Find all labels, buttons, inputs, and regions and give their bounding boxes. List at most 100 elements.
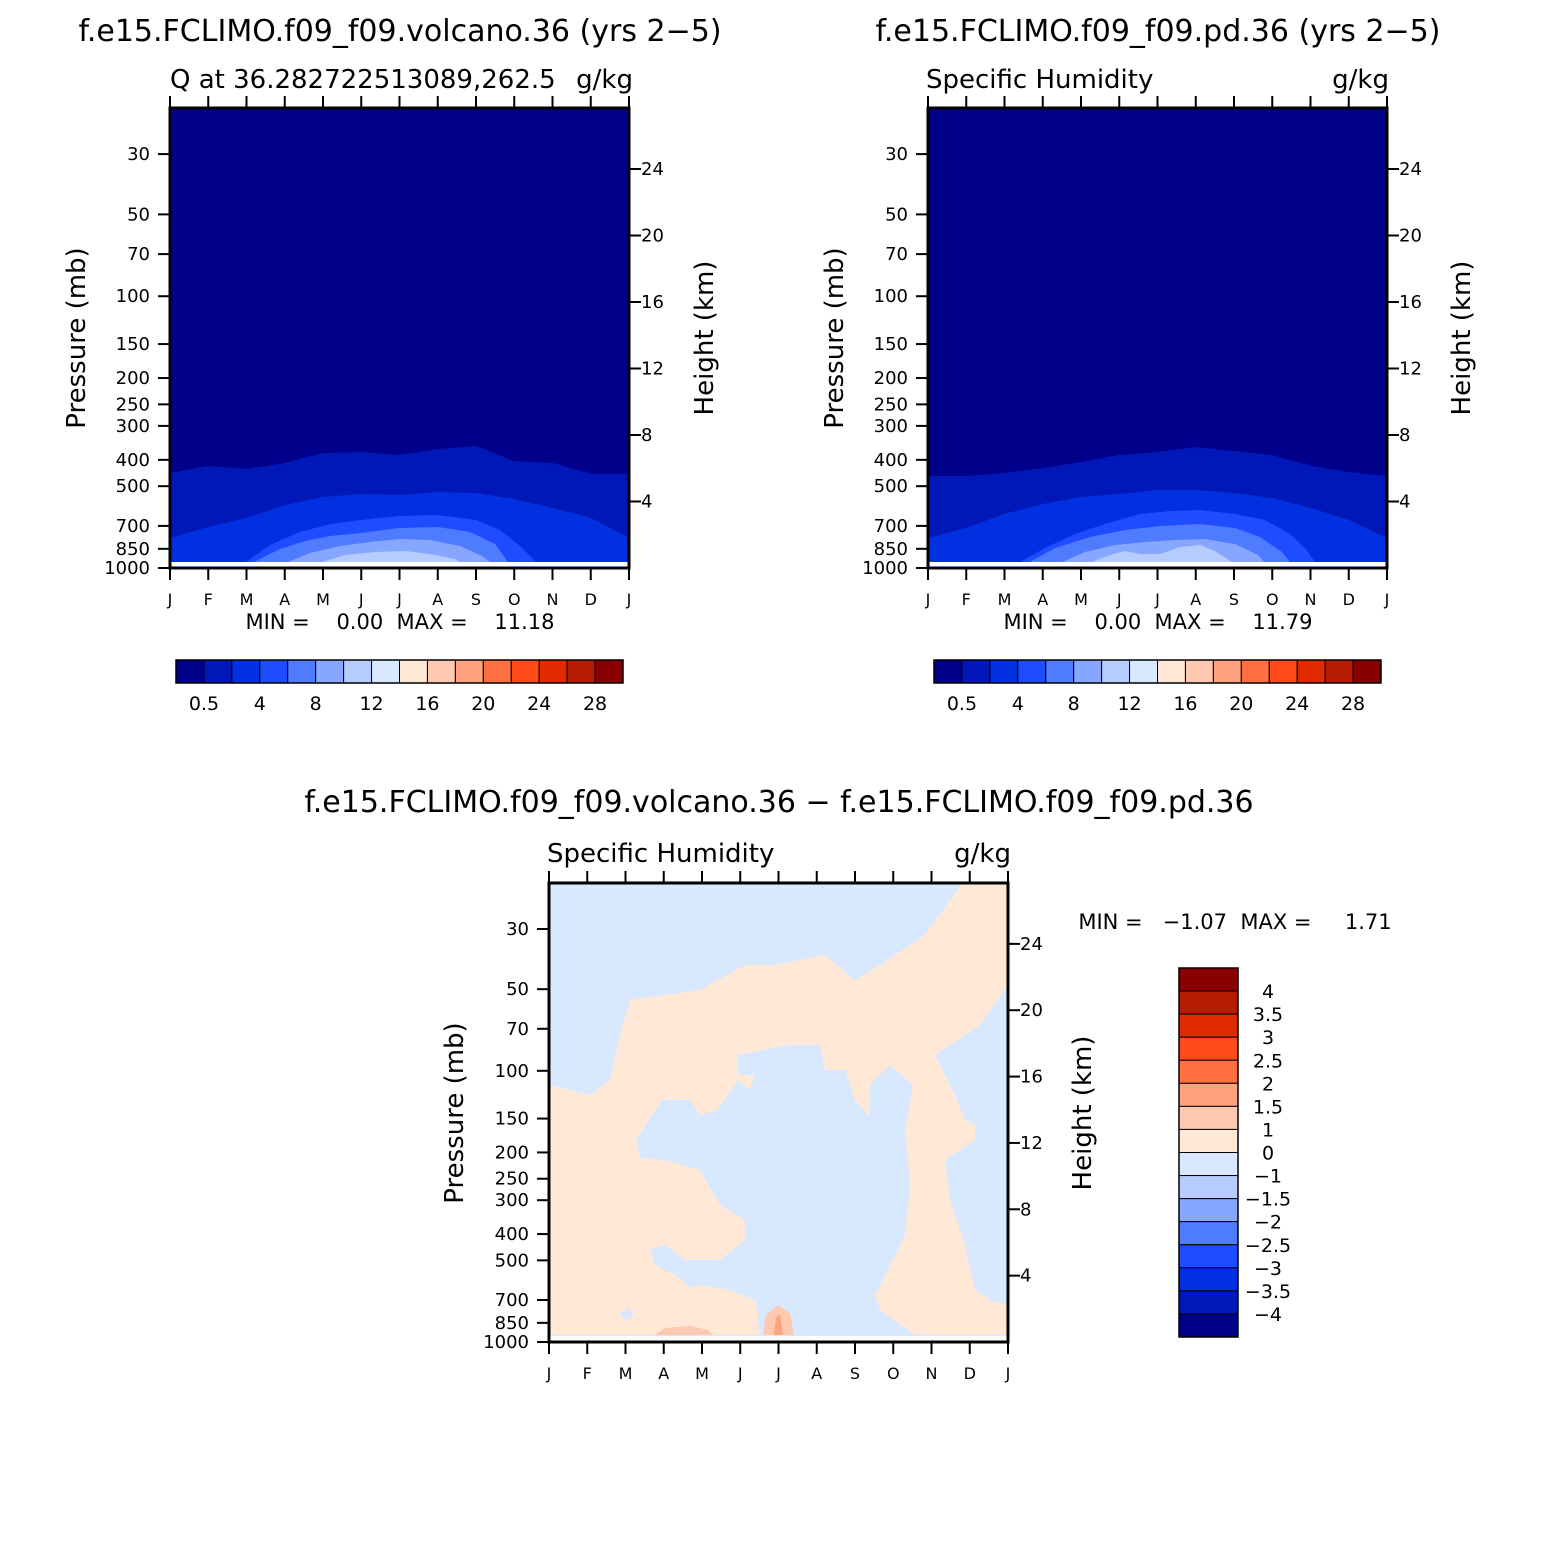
- colorbar-label: 0.5: [947, 693, 977, 715]
- panel-diff-left-label: Specific Humidity: [547, 839, 774, 869]
- colorbar-swatch: [594, 659, 624, 684]
- panel-pd-stats: MIN = 0.00 MAX = 11.79: [1003, 610, 1312, 634]
- pressure-tick-label: 30: [506, 919, 529, 940]
- surface-band: [928, 562, 1387, 568]
- colorbar-label: 16: [415, 693, 439, 715]
- colorbar-swatch: [1101, 659, 1131, 684]
- pressure-tick-label: 1000: [104, 558, 150, 579]
- month-tick-label: S: [471, 590, 481, 609]
- pressure-tick-label: 100: [116, 286, 150, 307]
- height-tick-label: 8: [641, 425, 652, 446]
- colorbar-swatch: [989, 659, 1019, 684]
- month-tick-label: M: [695, 1364, 709, 1383]
- panel-diff-right-label: g/kg: [954, 839, 1011, 869]
- colorbar-swatch: [1129, 659, 1158, 684]
- colorbar-label: −4: [1254, 1304, 1282, 1326]
- colorbar-label: 3.5: [1253, 1004, 1283, 1026]
- colorbar-swatch: [510, 659, 540, 684]
- title-pd: f.e15.FCLIMO.f09_f09.pd.36 (yrs 2−5): [876, 14, 1441, 49]
- colorbar-swatch: [1324, 659, 1354, 684]
- panel-diff-height-ticks: 24 20 16 12 8 4: [1008, 934, 1043, 1287]
- panel-volcano-stats: MIN = 0.00 MAX = 11.18: [245, 610, 554, 634]
- colorbar-swatch: [1178, 967, 1239, 992]
- month-tick-label: A: [432, 590, 443, 609]
- colorbar-label: 4: [254, 693, 266, 715]
- colorbar-label: −1.5: [1245, 1189, 1291, 1211]
- month-tick-label: A: [1037, 590, 1048, 609]
- colorbar-swatch: [1178, 1221, 1239, 1246]
- colorbar-volcano: 0.5 4 8 12 16 20 24 28: [175, 659, 624, 715]
- month-tick-label: J: [737, 1364, 743, 1383]
- colorbar-label: −1: [1254, 1166, 1282, 1188]
- pressure-tick-label: 150: [495, 1109, 529, 1130]
- colorbar-frame: [175, 659, 624, 684]
- month-tick-label: J: [1005, 1364, 1011, 1383]
- pressure-tick-label: 70: [885, 244, 908, 265]
- colorbar-label: 20: [1229, 693, 1253, 715]
- colorbar-label: 24: [1285, 693, 1309, 715]
- colorbar-swatch: [1017, 659, 1047, 684]
- panel-pd-height-ticks: 24 20 16 12 8 4: [1387, 159, 1422, 513]
- colorbar-swatch: [1045, 659, 1075, 684]
- colorbar-label: −2.5: [1245, 1235, 1291, 1257]
- colorbar-swatch: [203, 659, 233, 684]
- height-tick-label: 8: [1020, 1199, 1031, 1220]
- colorbar-label: 12: [359, 693, 383, 715]
- diff-negative-right: [935, 985, 1008, 1305]
- colorbar-label: 16: [1173, 693, 1197, 715]
- panel-volcano-ylabel-right: Height (km): [690, 261, 720, 416]
- colorbar-label: 28: [583, 693, 607, 715]
- month-tick-label: J: [167, 590, 173, 609]
- panel-diff: Specific Humidity g/kg Pressure (mb) Hei…: [440, 839, 1392, 1383]
- colorbar-label: −3: [1254, 1258, 1282, 1280]
- colorbar-swatch: [399, 659, 428, 684]
- colorbar-label: 2.5: [1253, 1050, 1283, 1072]
- month-tick-label: J: [925, 590, 931, 609]
- diff-negative-upper-left: [549, 883, 745, 1095]
- colorbar-swatch: [1184, 659, 1214, 684]
- diff-positive-blob-summer-core: [774, 1314, 783, 1335]
- height-tick-label: 24: [1020, 934, 1043, 955]
- month-tick-label: S: [850, 1364, 860, 1383]
- colorbar-swatch: [1178, 1059, 1239, 1084]
- month-tick-label: J: [358, 590, 364, 609]
- diff-negative-center: [738, 1045, 890, 1245]
- month-tick-label: A: [1190, 590, 1201, 609]
- panel-volcano-left-label: Q at 36.282722513089,262.5: [170, 65, 556, 95]
- colorbar-swatch: [1178, 1036, 1239, 1061]
- month-tick-label: A: [811, 1364, 822, 1383]
- colorbar-swatch: [1212, 659, 1242, 684]
- panel-diff-ylabel: Pressure (mb): [440, 1022, 470, 1203]
- month-tick-label: A: [279, 590, 290, 609]
- month-tick-label: N: [926, 1364, 938, 1383]
- panel-pd-left-label: Specific Humidity: [926, 65, 1153, 95]
- colorbar-swatch: [1178, 1198, 1239, 1223]
- colorbar-swatch: [566, 659, 596, 684]
- pressure-tick-label: 500: [495, 1250, 529, 1271]
- month-tick-label: J: [1384, 590, 1390, 609]
- month-tick-label: M: [998, 590, 1012, 609]
- colorbar-pd: 0.5 4 8 12 16 20 24 28: [933, 659, 1382, 715]
- height-tick-label: 16: [1399, 292, 1422, 313]
- colorbar-swatch: [1296, 659, 1326, 684]
- pressure-tick-label: 30: [885, 144, 908, 165]
- pressure-tick-label: 200: [495, 1142, 529, 1163]
- colorbar-label: 8: [310, 693, 322, 715]
- month-tick-label: O: [1266, 590, 1279, 609]
- pressure-tick-label: 100: [495, 1061, 529, 1082]
- pressure-tick-label: 300: [874, 416, 908, 437]
- colorbar-swatch: [1178, 1290, 1239, 1315]
- pressure-tick-label: 1000: [862, 558, 908, 579]
- pressure-tick-label: 150: [116, 334, 150, 355]
- colorbar-label: 8: [1068, 693, 1080, 715]
- panel-diff-ylabel-right: Height (km): [1068, 1036, 1098, 1191]
- colorbar-swatch: [315, 659, 345, 684]
- month-tick-label: A: [658, 1364, 669, 1383]
- height-tick-label: 20: [1399, 226, 1422, 247]
- panel-pd-right-label: g/kg: [1332, 65, 1389, 95]
- colorbar-label: 4: [1262, 981, 1274, 1003]
- month-tick-label: F: [204, 590, 213, 609]
